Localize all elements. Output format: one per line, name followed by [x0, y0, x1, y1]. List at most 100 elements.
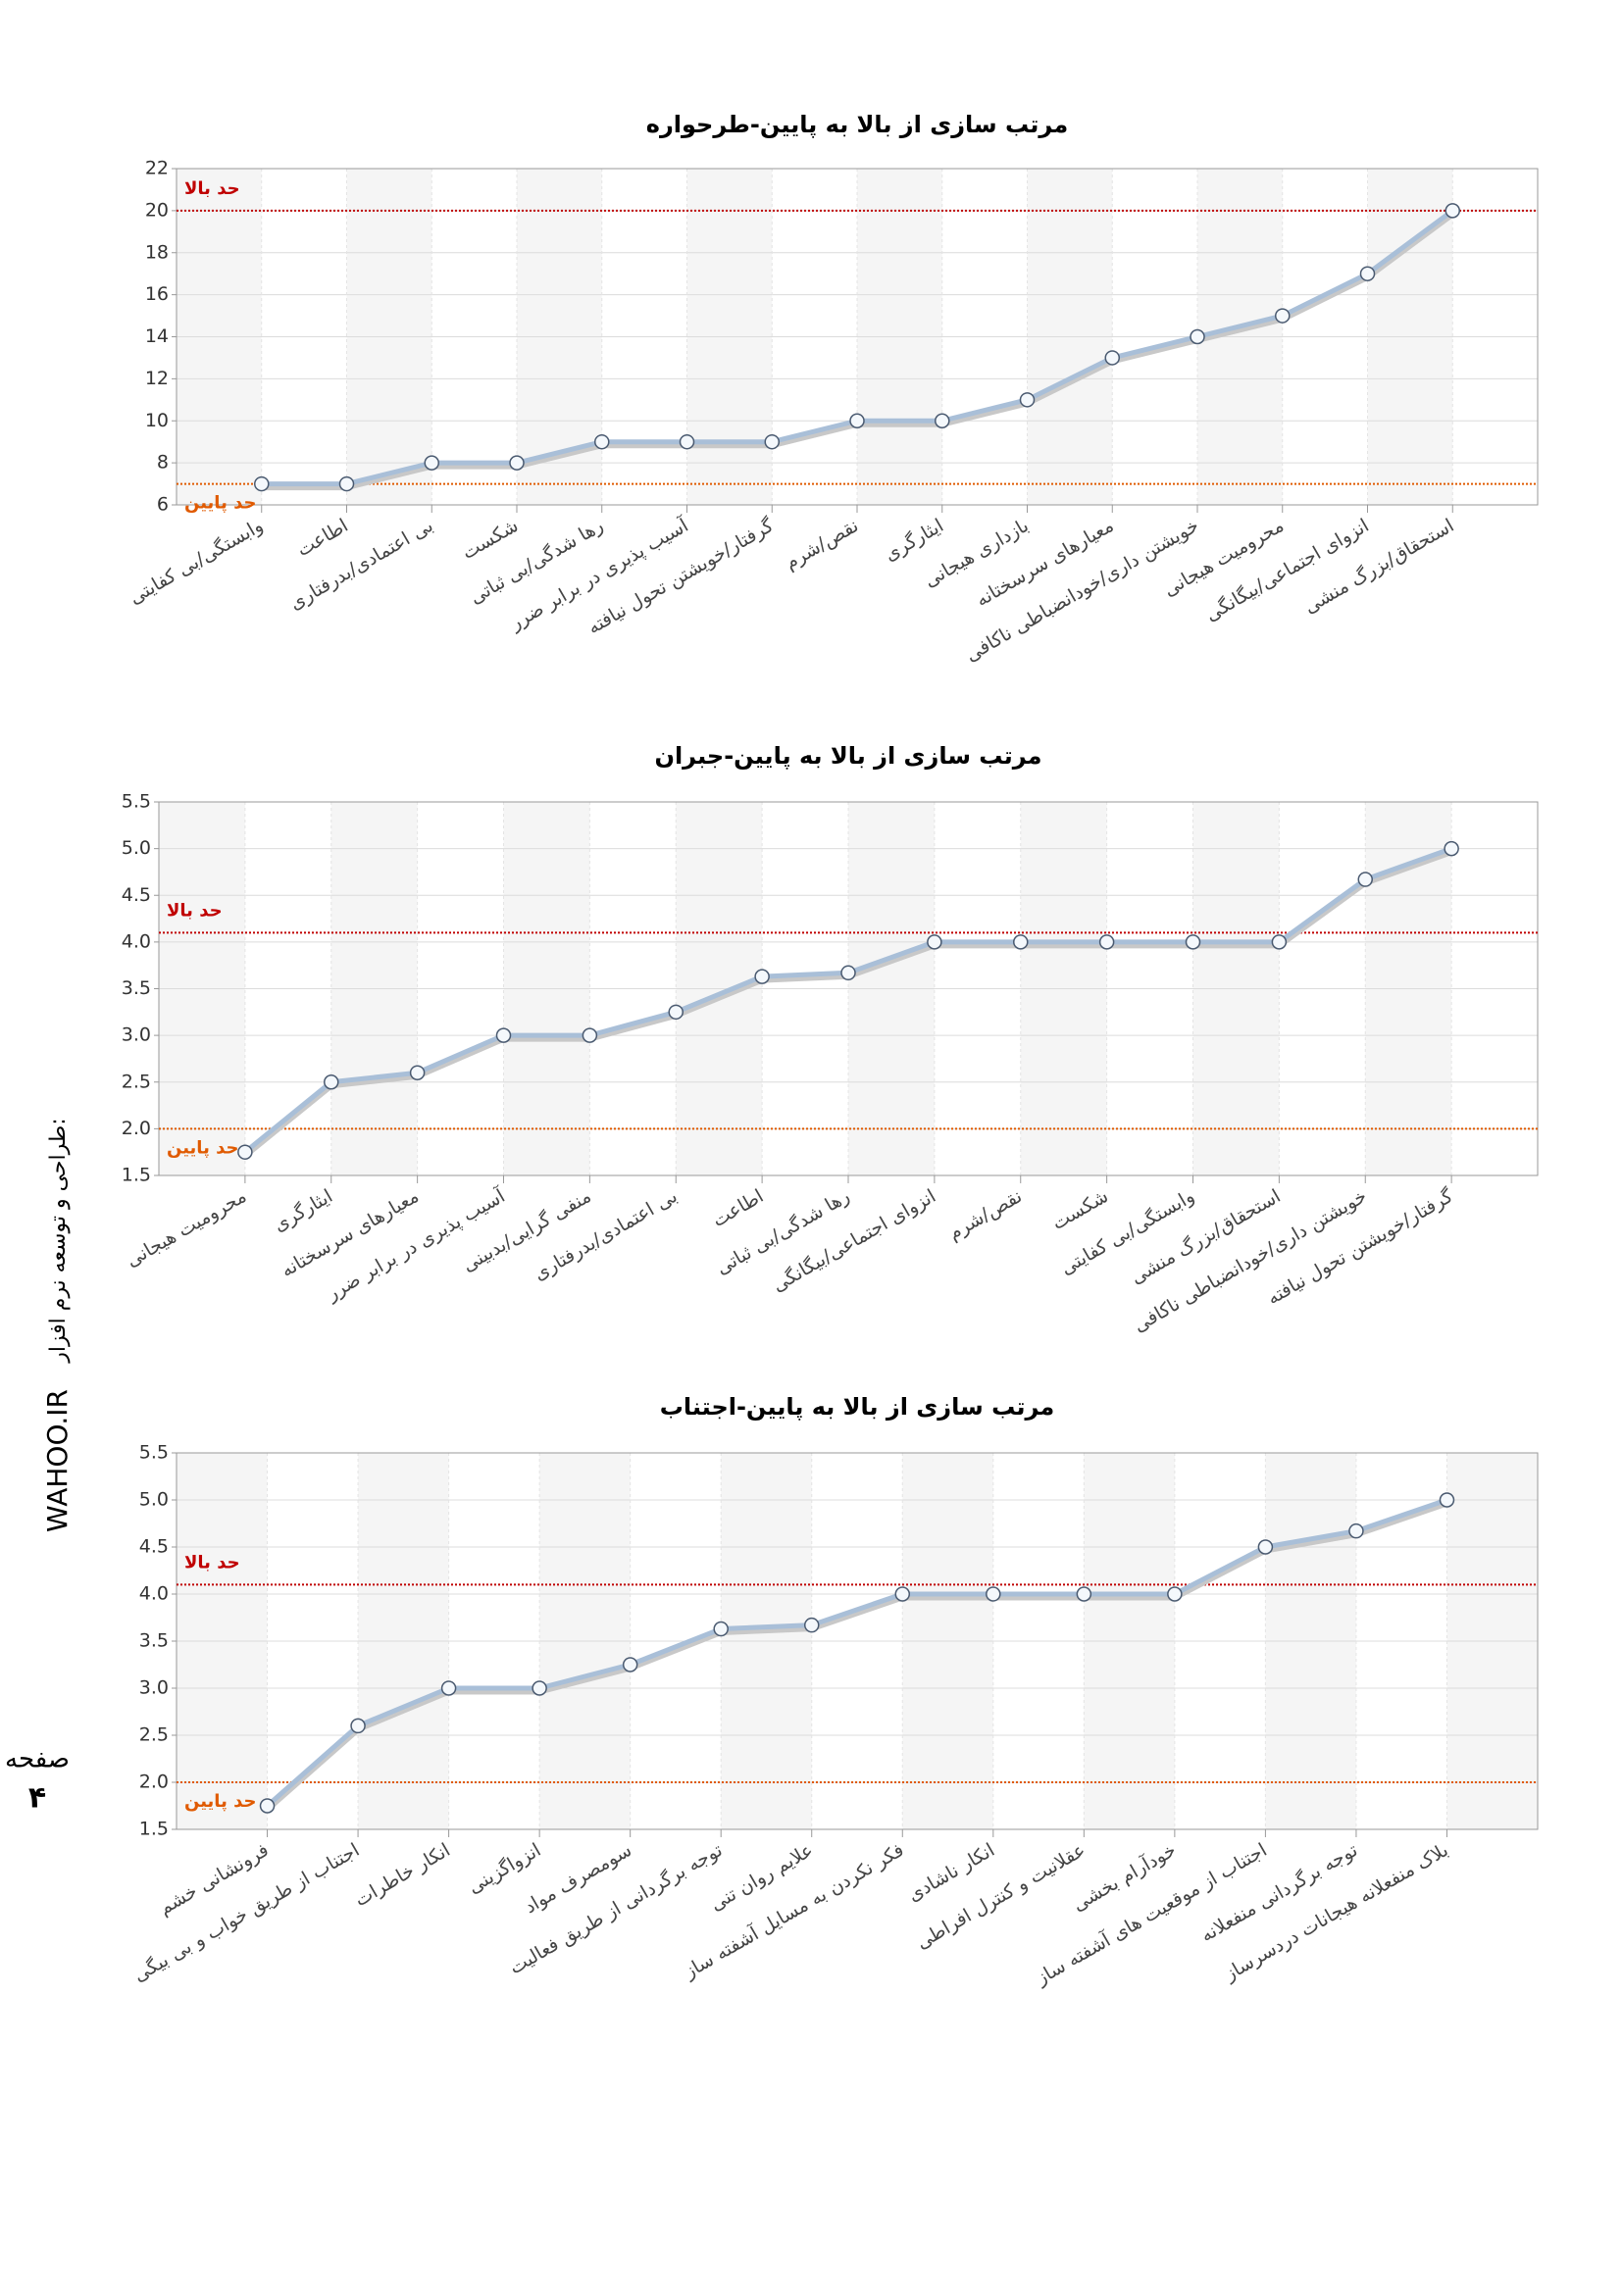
- chart: مرتب سازی از بالا به پایین-طرحواره 6 8 10 12…: [125, 111, 1539, 666]
- data-point: [1013, 934, 1029, 950]
- data-point: [1275, 308, 1291, 324]
- x-tick-label: بی اعتمادی/بدرفتاری: [286, 515, 437, 615]
- y-tick-label: 12: [145, 368, 169, 389]
- x-tick-label: اطاعت: [709, 1185, 768, 1231]
- reference-label: حد پایین: [184, 493, 256, 514]
- x-tick-label: بی اعتمادی/بدرفتاری: [531, 1185, 682, 1285]
- reference-label: حد بالا: [184, 178, 240, 199]
- y-tick-label: 3.0: [139, 1677, 169, 1699]
- reference-label: حد بالا: [184, 1552, 240, 1572]
- y-tick-label: 6: [157, 494, 169, 516]
- x-tick-label: استحقاق/بزرگ منشی: [1127, 1185, 1284, 1288]
- x-tick-label: انزواگزینی: [464, 1838, 544, 1898]
- data-point: [254, 475, 270, 492]
- page-word: صفحه: [5, 1745, 70, 1774]
- data-point: [237, 1144, 253, 1160]
- data-point: [1444, 840, 1459, 857]
- data-point: [1185, 934, 1201, 950]
- reference-label: حد پایین: [184, 1791, 256, 1812]
- chart: مرتب سازی از بالا به پایین-اجتناب 1.5 2.0 2…: [129, 1393, 1539, 1989]
- plot-border: [158, 801, 1539, 1176]
- y-tick-label: 18: [145, 241, 169, 263]
- x-tick-label: انزوای اجتماعی/بیگانگی: [768, 1184, 939, 1296]
- y-tick-label: 5.0: [139, 1489, 169, 1511]
- y-tick-label: 3.5: [139, 1630, 169, 1652]
- data-point: [424, 455, 439, 471]
- data-point: [1167, 1586, 1183, 1602]
- data-point: [849, 413, 865, 428]
- data-point: [594, 433, 610, 450]
- x-tick-label: وابستگی/بی کفایتی: [125, 514, 267, 609]
- y-tick-label: 1.5: [139, 1819, 169, 1840]
- x-tick-label: شکست: [1048, 1185, 1112, 1234]
- data-point: [764, 433, 780, 450]
- data-point: [713, 1621, 729, 1637]
- data-point: [509, 455, 525, 471]
- y-tick-label: 10: [145, 410, 169, 431]
- data-point: [1257, 1539, 1274, 1555]
- data-point: [1271, 934, 1288, 950]
- data-point: [1076, 1586, 1092, 1602]
- series-line: [265, 1497, 1448, 1808]
- data-point: [338, 475, 355, 492]
- x-tick-label: ایثارگری: [270, 1184, 336, 1236]
- data-point: [350, 1718, 366, 1734]
- plot-border: [176, 168, 1539, 506]
- chart: مرتب سازی از بالا به پایین-جبران 1.5 2.0 2.…: [122, 742, 1539, 1336]
- x-tick-label: محرومیت هیجانی: [123, 1185, 250, 1272]
- reference-label: حد بالا: [167, 900, 223, 921]
- y-tick-label: 2.0: [122, 1118, 151, 1139]
- y-tick-label: 5.5: [139, 1442, 169, 1464]
- y-tick-label: 4.0: [122, 930, 151, 952]
- data-point: [1359, 266, 1376, 281]
- x-tick-label: توجه برگردانی منفعلانه: [1196, 1838, 1361, 1946]
- data-point: [1445, 203, 1460, 219]
- x-tick-label: ایثارگری: [881, 514, 947, 566]
- data-point: [986, 1586, 1001, 1602]
- y-tick-label: 4.5: [122, 884, 151, 906]
- page-number: ۴: [28, 1781, 46, 1816]
- x-tick-label: استحقاق/بزرگ منشی: [1300, 515, 1457, 618]
- data-point: [668, 1004, 684, 1021]
- x-tick-label: معیارهای سرسختانه: [972, 515, 1117, 611]
- y-tick-label: 5.0: [122, 837, 151, 859]
- y-tick-label: 2.0: [139, 1772, 169, 1793]
- data-point: [1357, 872, 1373, 887]
- y-tick-label: 8: [157, 452, 169, 474]
- site: WAHOO.IR: [41, 1389, 74, 1532]
- chart-title: مرتب سازی از بالا به پایین-طرحواره: [646, 111, 1068, 138]
- data-point: [1190, 328, 1205, 345]
- data-point: [440, 1680, 457, 1696]
- data-point: [622, 1657, 638, 1672]
- data-point: [409, 1065, 426, 1080]
- data-point: [1019, 392, 1036, 408]
- data-point: [935, 413, 950, 428]
- y-tick-label: 2.5: [122, 1071, 151, 1092]
- data-point: [754, 969, 770, 984]
- x-tick-label: اطاعت: [293, 515, 352, 561]
- data-point: [495, 1027, 512, 1043]
- y-tick-label: 20: [145, 199, 169, 221]
- x-tick-label: شکست: [459, 515, 523, 564]
- data-point: [1104, 350, 1120, 366]
- data-point: [840, 965, 856, 981]
- x-tick-label: انکار خاطرات: [351, 1839, 454, 1911]
- data-point: [324, 1074, 339, 1090]
- line-shadow: [265, 1499, 1448, 1812]
- chart-title: مرتب سازی از بالا به پایین-اجتناب: [660, 1393, 1055, 1421]
- data-point: [927, 934, 942, 950]
- data-point: [1098, 934, 1115, 950]
- data-point: [582, 1027, 598, 1043]
- x-tick-label: نقص/شرم: [944, 1185, 1026, 1244]
- y-tick-label: 1.5: [122, 1165, 151, 1186]
- y-tick-label: 3.0: [122, 1024, 151, 1046]
- x-tick-label: نقص/شرم: [782, 515, 863, 574]
- data-point: [679, 433, 695, 450]
- y-tick-label: 4.0: [139, 1583, 169, 1605]
- data-point: [1348, 1522, 1364, 1539]
- plot-border: [176, 1452, 1539, 1830]
- data-point: [532, 1680, 547, 1696]
- y-tick-label: 2.5: [139, 1724, 169, 1746]
- chart-title: مرتب سازی از بالا به پایین-جبران: [654, 742, 1041, 770]
